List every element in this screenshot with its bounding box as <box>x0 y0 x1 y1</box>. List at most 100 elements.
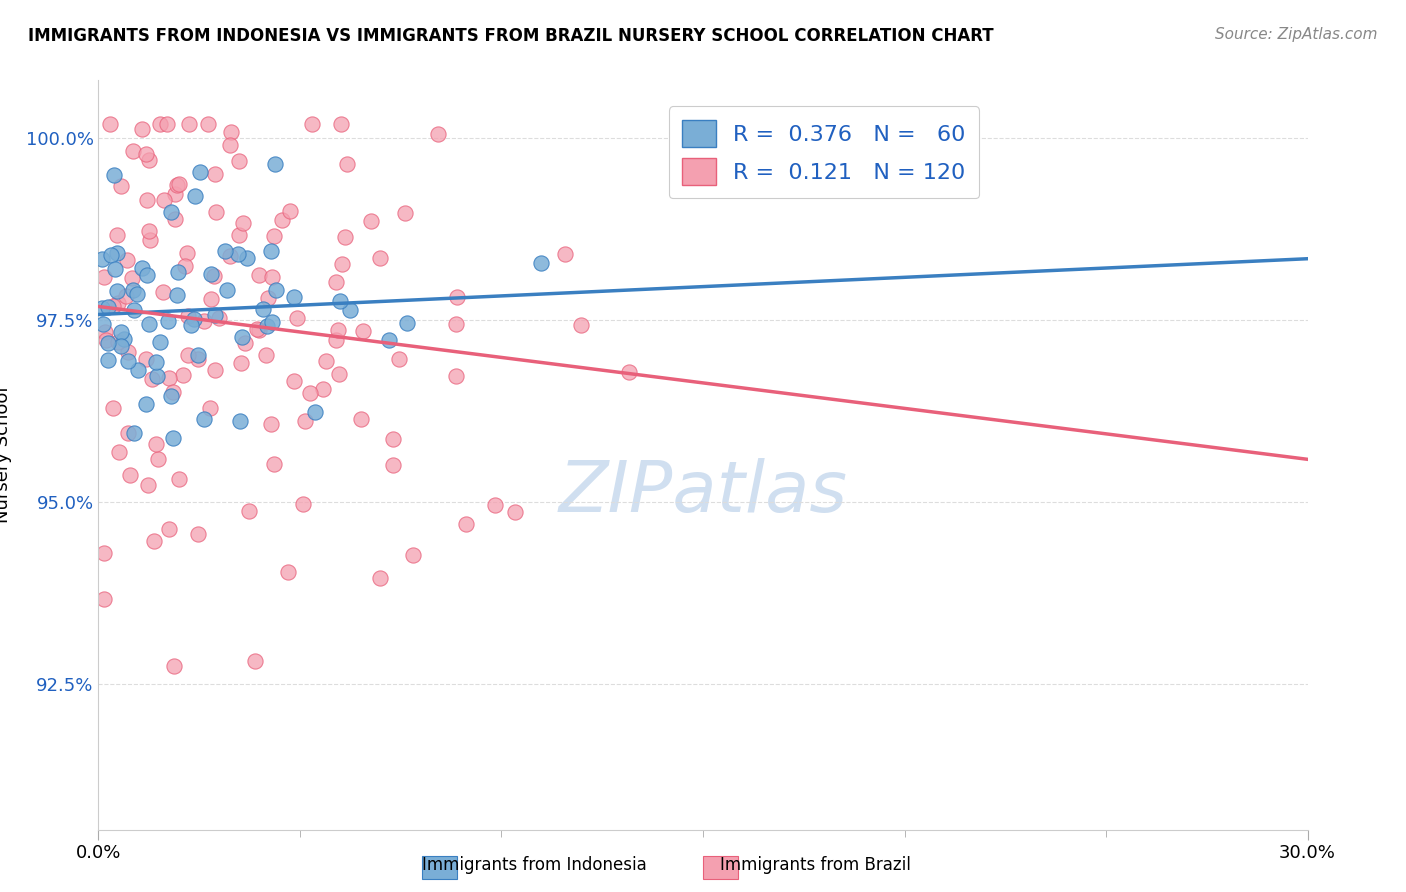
Point <box>131 261 153 276</box>
Point <box>104 262 127 277</box>
Point <box>122 144 145 158</box>
Point <box>152 285 174 300</box>
Point <box>204 363 226 377</box>
Point <box>162 384 184 399</box>
Point <box>218 249 240 263</box>
Point <box>328 368 350 382</box>
Point <box>231 329 253 343</box>
Point <box>283 374 305 388</box>
Point <box>115 288 138 302</box>
Point <box>231 356 253 370</box>
Point <box>304 405 326 419</box>
Point <box>208 311 231 326</box>
Point <box>91 317 114 331</box>
Point <box>247 323 270 337</box>
Point <box>263 157 285 171</box>
Point <box>301 117 323 131</box>
Point <box>110 325 132 339</box>
Point <box>124 426 146 441</box>
Point <box>108 445 131 459</box>
Point <box>122 303 145 318</box>
Point <box>112 332 135 346</box>
Point <box>247 268 270 283</box>
Point <box>177 310 200 324</box>
Point <box>117 353 139 368</box>
Point <box>155 117 177 131</box>
Point <box>98 117 121 131</box>
Point <box>93 269 115 284</box>
Point <box>110 179 132 194</box>
Point <box>315 354 337 368</box>
Point <box>263 458 285 472</box>
Point <box>100 248 122 262</box>
Point <box>163 659 186 673</box>
Point <box>197 117 219 131</box>
Point <box>97 353 120 368</box>
Point <box>136 478 159 492</box>
Point <box>238 504 260 518</box>
Point <box>446 290 468 304</box>
Text: IMMIGRANTS FROM INDONESIA VS IMMIGRANTS FROM BRAZIL NURSERY SCHOOL CORRELATION C: IMMIGRANTS FROM INDONESIA VS IMMIGRANTS … <box>28 27 994 45</box>
Y-axis label: Nursery School: Nursery School <box>0 386 11 524</box>
Point <box>141 372 163 386</box>
Point <box>235 335 257 350</box>
Point <box>229 414 252 428</box>
Point <box>122 284 145 298</box>
Point <box>260 269 283 284</box>
Point <box>103 169 125 183</box>
Point <box>205 205 228 219</box>
Point <box>187 351 209 366</box>
Point <box>312 382 335 396</box>
Point <box>157 522 180 536</box>
Point <box>444 317 467 331</box>
Point <box>326 323 349 337</box>
Point <box>360 214 382 228</box>
Point <box>200 267 222 281</box>
Point <box>277 566 299 580</box>
Point <box>110 339 132 353</box>
Point <box>198 401 221 416</box>
Point <box>278 204 301 219</box>
Point <box>138 224 160 238</box>
Point <box>105 246 128 260</box>
Point <box>93 546 115 560</box>
Point <box>169 177 191 191</box>
Point <box>193 411 215 425</box>
Point <box>115 253 138 268</box>
Point <box>91 301 114 315</box>
Point <box>172 368 194 383</box>
Point <box>402 549 425 563</box>
Text: ZIPatlas: ZIPatlas <box>558 458 848 527</box>
Point <box>135 194 157 208</box>
Point <box>264 283 287 297</box>
Point <box>165 187 187 202</box>
Point <box>127 287 149 301</box>
Point <box>101 401 124 415</box>
Point <box>160 205 183 219</box>
Point <box>180 318 202 332</box>
Point <box>187 348 209 362</box>
Point <box>270 213 292 227</box>
Point <box>157 370 180 384</box>
Point <box>329 294 352 309</box>
Point <box>333 230 356 244</box>
Point <box>569 318 592 333</box>
Point <box>138 233 160 247</box>
Point <box>174 259 197 273</box>
Point <box>396 316 419 330</box>
Point <box>135 352 157 367</box>
Point <box>120 468 142 483</box>
Point <box>329 117 352 131</box>
Point <box>217 283 239 297</box>
Point <box>394 206 416 220</box>
Legend: R =  0.376   N =   60, R =  0.121   N = 120: R = 0.376 N = 60, R = 0.121 N = 120 <box>669 106 979 198</box>
Point <box>117 425 139 440</box>
Point <box>204 308 226 322</box>
Point <box>214 244 236 259</box>
Point <box>177 117 200 131</box>
Point <box>503 505 526 519</box>
Point <box>145 437 167 451</box>
Point <box>252 302 274 317</box>
Point <box>97 300 120 314</box>
Point <box>368 571 391 585</box>
